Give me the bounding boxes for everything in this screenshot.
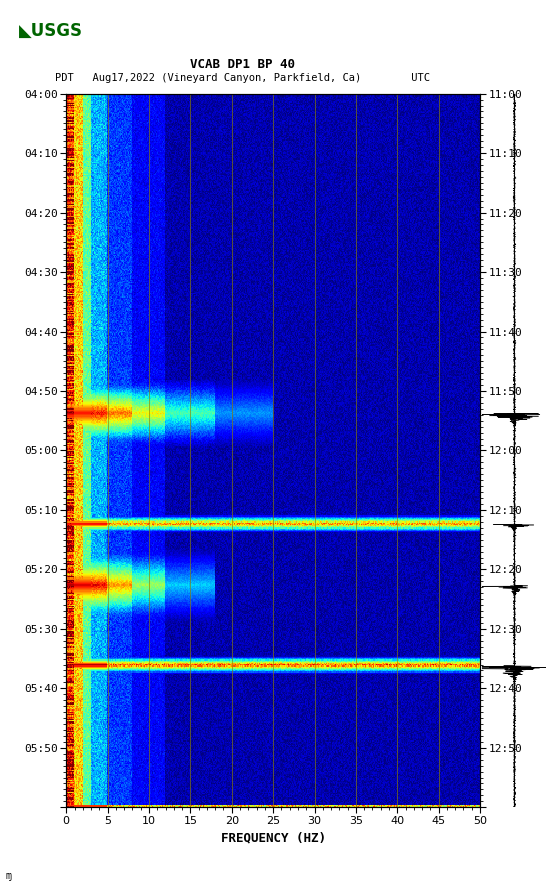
Text: PDT   Aug17,2022 (Vineyard Canyon, Parkfield, Ca)        UTC: PDT Aug17,2022 (Vineyard Canyon, Parkfie… (55, 73, 431, 83)
Text: ◣USGS: ◣USGS (19, 22, 83, 40)
Text: ɱ: ɱ (6, 871, 12, 881)
X-axis label: FREQUENCY (HZ): FREQUENCY (HZ) (221, 831, 326, 844)
Text: VCAB DP1 BP 40: VCAB DP1 BP 40 (190, 58, 295, 71)
